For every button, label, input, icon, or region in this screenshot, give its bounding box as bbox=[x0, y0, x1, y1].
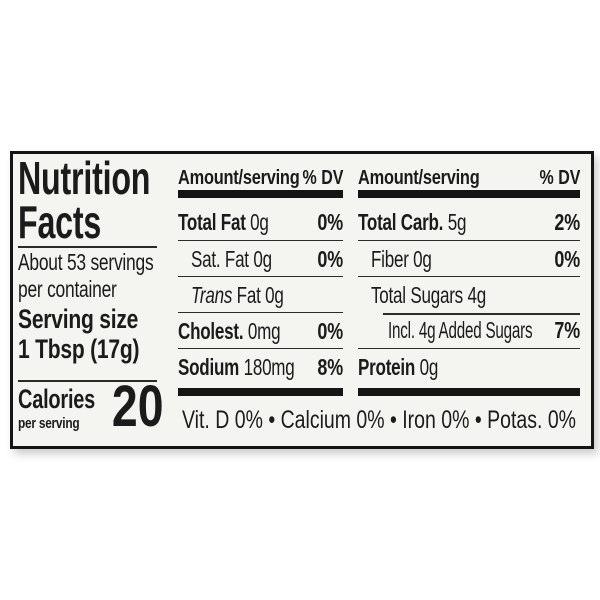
indented-divider-added-sugars bbox=[383, 313, 580, 315]
serving-size-label: Serving size bbox=[18, 304, 139, 334]
calories-label: Calories bbox=[18, 384, 96, 414]
servings-line2: per container bbox=[18, 276, 117, 302]
label-title-line2: Facts bbox=[18, 196, 102, 248]
nutrient-row-total-carb: Total Carb. 5g 2% bbox=[358, 209, 580, 235]
servings-per-container: About 53 servings per container bbox=[18, 249, 201, 303]
nutrient-row-total-fat: Total Fat 0g 0% bbox=[178, 209, 343, 235]
label-title-line1: Nutrition bbox=[18, 152, 151, 204]
serving-size: Serving size 1 Tbsp (17g) bbox=[18, 304, 173, 364]
thick-bar bbox=[358, 388, 580, 396]
header-percent-dv: % DV bbox=[539, 166, 580, 189]
servings-line1: About 53 servings bbox=[18, 249, 154, 275]
thick-bar bbox=[358, 190, 580, 198]
column-header: Amount/serving % DV bbox=[178, 166, 343, 190]
divider-above-calories bbox=[18, 380, 157, 382]
nutrient-row-fiber: Fiber 0g 0% bbox=[358, 240, 580, 277]
nutrition-facts-label: Nutrition Facts About 53 servings per co… bbox=[10, 151, 594, 449]
header-amount-serving: Amount/serving bbox=[178, 166, 300, 189]
header-amount-serving: Amount/serving bbox=[358, 166, 480, 189]
micronutrients-footnote: Vit. D 0% • Calcium 0% • Iron 0% • Potas… bbox=[178, 402, 580, 438]
divider-under-title bbox=[18, 246, 157, 248]
label-title: Nutrition Facts bbox=[18, 152, 207, 248]
nutrient-column-carb-protein: Amount/serving % DV Total Carb. 5g 2% Fi… bbox=[358, 154, 580, 446]
nutrient-row-protein: Protein 0g bbox=[358, 348, 580, 385]
nutrient-row-sat-fat: Sat. Fat 0g 0% bbox=[178, 240, 343, 277]
nutrient-row-total-sugars: Total Sugars 4g bbox=[358, 276, 580, 313]
nutrient-row-cholesterol: Cholest. 0mg 0% bbox=[178, 312, 343, 349]
thick-bar bbox=[178, 388, 343, 396]
nutrient-row-sodium: Sodium 180mg 8% bbox=[178, 348, 343, 385]
header-percent-dv: % DV bbox=[302, 166, 343, 189]
nutrient-column-fat-sodium: Amount/serving % DV Total Fat 0g 0% Sat.… bbox=[178, 154, 343, 446]
thick-bar bbox=[178, 190, 343, 198]
serving-size-value: 1 Tbsp (17g) bbox=[18, 334, 140, 364]
column-header: Amount/serving % DV bbox=[358, 166, 580, 190]
micronutrients-text: Vit. D 0% • Calcium 0% • Iron 0% • Potas… bbox=[181, 406, 577, 434]
calories-sub-label: per serving bbox=[18, 416, 80, 432]
nutrient-row-trans-fat: Trans Fat 0g bbox=[178, 276, 343, 313]
nutrient-row-added-sugars: Incl. 4g Added Sugars 7% bbox=[388, 317, 580, 343]
calories-value: 20 bbox=[112, 374, 164, 439]
